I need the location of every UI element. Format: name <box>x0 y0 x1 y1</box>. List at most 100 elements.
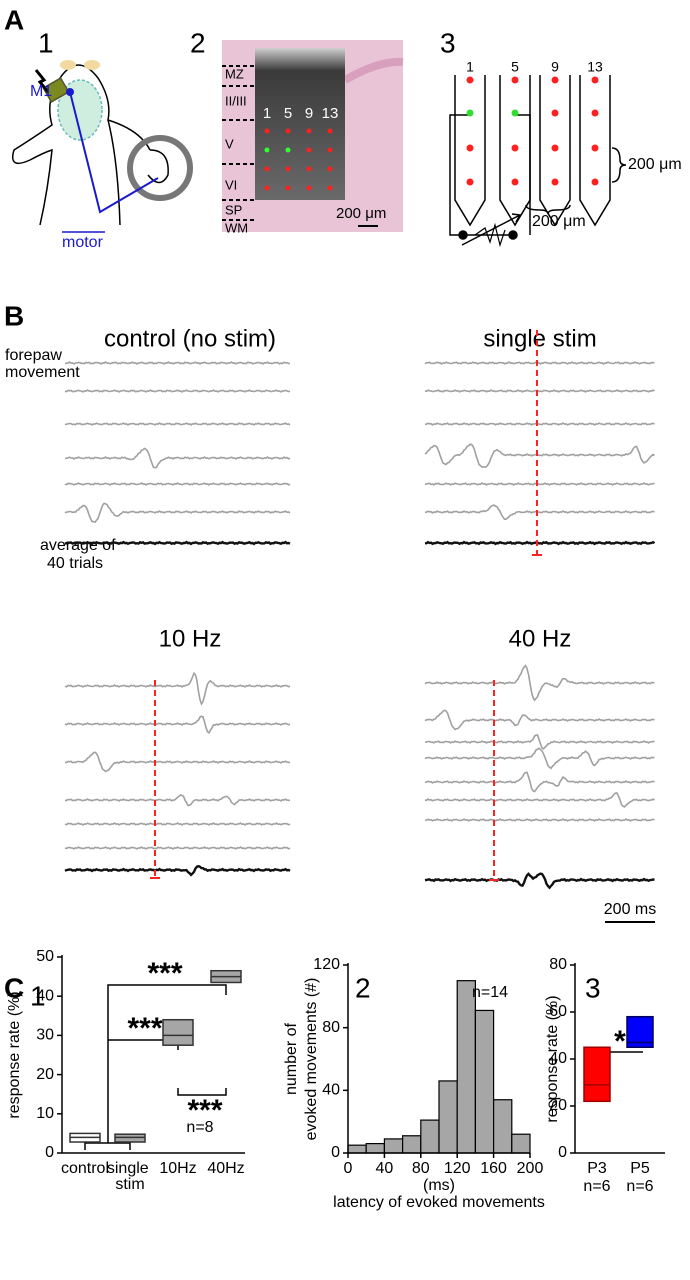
layer-label: II/III <box>225 93 247 108</box>
sub-label: 1 <box>30 980 46 1011</box>
region-label: M1 <box>30 83 52 100</box>
electrode-diagram <box>449 75 627 248</box>
layer-label: SP <box>225 202 242 217</box>
y-axis-label: response rate (%) <box>6 991 23 1118</box>
y-tick-label: 0 <box>331 1144 340 1161</box>
panel-label: B <box>4 300 24 331</box>
x-tick-label: 200 <box>517 1160 544 1177</box>
annotation: *** <box>127 1012 162 1045</box>
trace <box>64 751 291 773</box>
electrode-site <box>511 178 519 186</box>
bar <box>347 1144 367 1154</box>
y-tick-label: 30 <box>36 1027 54 1044</box>
layer-label: MZ <box>225 66 244 81</box>
electrode-site <box>466 178 474 186</box>
annotation: *** <box>147 957 182 990</box>
box <box>583 1046 611 1103</box>
bar <box>511 1133 531 1154</box>
layer-label: WM <box>225 220 248 235</box>
electrode-site <box>285 128 291 134</box>
y-tick-label: 60 <box>549 1003 567 1020</box>
n-label: n=6 <box>626 1178 653 1195</box>
box <box>114 1133 146 1143</box>
sub-label: 2 <box>190 27 206 58</box>
trace <box>424 792 655 809</box>
n-label: n=6 <box>583 1178 610 1195</box>
x-axis-unit: (ms) <box>423 1177 455 1194</box>
note: 40 trials <box>47 555 103 572</box>
layer-label: VI <box>225 177 237 192</box>
trace <box>64 447 291 469</box>
mouse-drawing <box>12 60 193 233</box>
electrode-site <box>551 144 559 152</box>
y-axis-label: evoked movements (#) <box>303 978 320 1141</box>
scale-label: 200 μm <box>628 156 682 173</box>
note: average of <box>40 537 116 554</box>
electrode-site <box>551 109 559 117</box>
x-tick-label: single stim <box>107 1160 153 1193</box>
channel-label: 1 <box>466 59 474 75</box>
electrode-site <box>591 76 599 84</box>
x-tick-label: control <box>61 1160 109 1177</box>
electrode-site <box>511 144 519 152</box>
trace <box>64 864 291 877</box>
bar <box>438 1080 458 1154</box>
trace <box>424 747 655 770</box>
electrode-site <box>306 166 312 172</box>
scale-label: 200 ms <box>604 901 656 918</box>
x-tick-label: 80 <box>412 1160 430 1177</box>
trace <box>64 540 291 546</box>
electrode-site <box>306 128 312 134</box>
trace <box>424 422 655 426</box>
electrode-site <box>551 178 559 186</box>
y-tick-label: 20 <box>36 1066 54 1083</box>
electrode-site <box>285 147 291 153</box>
x-tick-label: 120 <box>444 1160 471 1177</box>
electrode-site <box>264 128 270 134</box>
x-tick-label: 40Hz <box>207 1160 244 1177</box>
channel-label: 5 <box>284 105 292 122</box>
electrode-site <box>327 128 333 134</box>
x-axis-label: latency of evoked movements <box>333 1194 545 1211</box>
panel-label: A <box>4 4 24 35</box>
electrode-site <box>264 185 270 191</box>
sub-label: 3 <box>440 27 456 58</box>
trace-title: 40 Hz <box>509 625 572 652</box>
trace-title: single stim <box>483 325 596 352</box>
bar <box>365 1142 386 1154</box>
layer-label: V <box>225 136 234 151</box>
histology <box>222 40 404 232</box>
trace <box>424 361 655 365</box>
electrode-site <box>591 178 599 186</box>
electrode-site <box>264 147 270 153</box>
trace-title: 10 Hz <box>159 625 222 652</box>
electrode-site <box>264 166 270 172</box>
scale-label: 200 μm <box>336 205 386 222</box>
channel-label: 9 <box>551 59 559 75</box>
caption: motor <box>62 234 104 251</box>
trace <box>64 422 291 426</box>
trace <box>424 389 655 393</box>
y-tick-label: 40 <box>322 1082 340 1099</box>
x-tick-label: P3 <box>587 1160 607 1177</box>
sub-label: 2 <box>355 972 371 1003</box>
y-tick-label: 10 <box>36 1105 54 1122</box>
electrode-site <box>285 166 291 172</box>
y-tick-label: 40 <box>549 1050 567 1067</box>
y-tick-label: 40 <box>36 987 54 1004</box>
channel-label: 13 <box>322 105 339 122</box>
electrode-site <box>511 76 519 84</box>
sub-label: 3 <box>585 972 601 1003</box>
trace <box>64 502 291 524</box>
x-tick-label: P5 <box>630 1160 650 1177</box>
y-tick-label: 50 <box>36 948 54 965</box>
annotation: * <box>614 1025 626 1058</box>
trace <box>64 715 291 734</box>
y-axis-label: number of <box>283 1022 300 1095</box>
channel-label: 5 <box>511 59 519 75</box>
electrode-site <box>306 147 312 153</box>
bar <box>493 1099 513 1154</box>
trace <box>424 709 655 731</box>
note: forepaw <box>5 347 62 364</box>
electrode-site <box>466 76 474 84</box>
